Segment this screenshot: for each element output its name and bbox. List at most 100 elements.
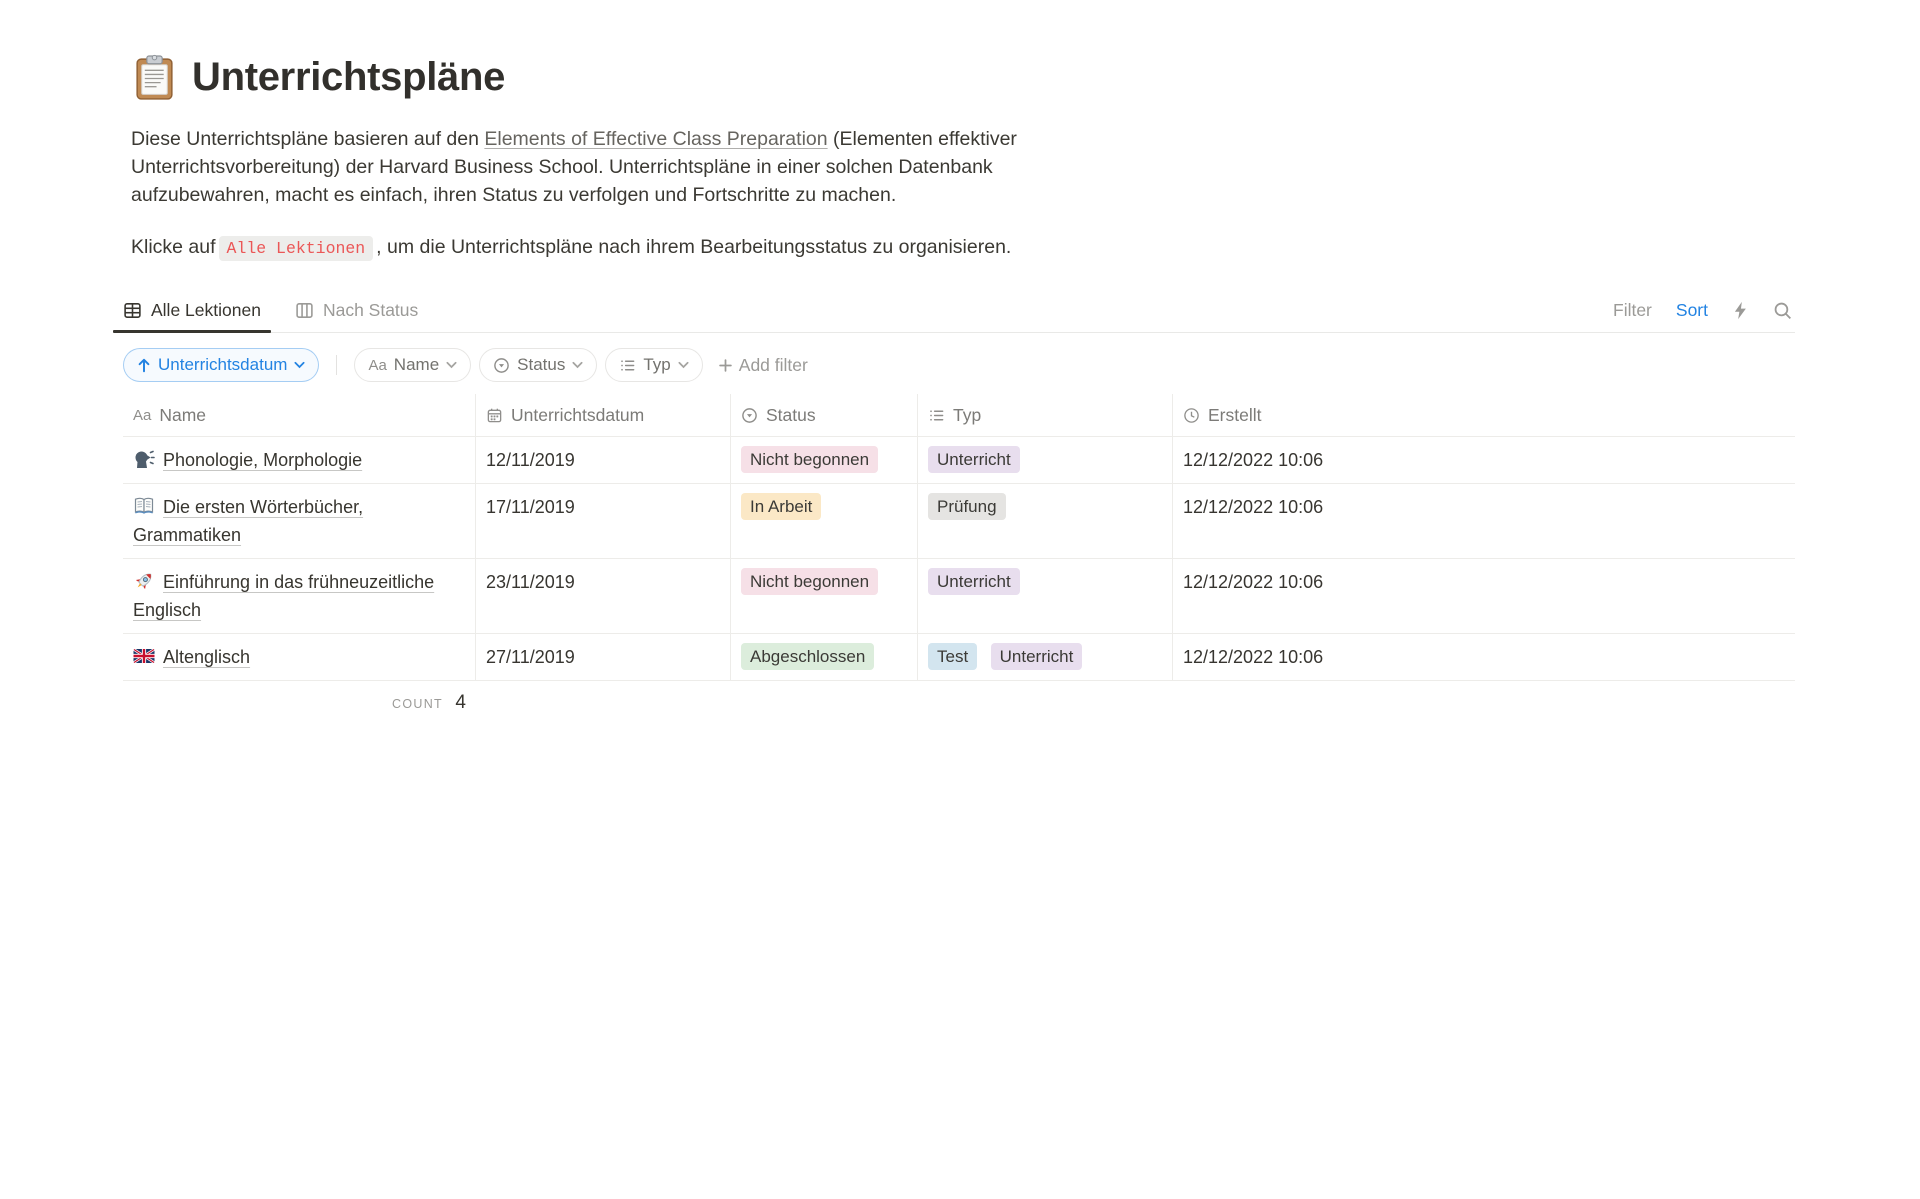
- created-cell[interactable]: 12/12/2022 10:06: [1183, 647, 1324, 667]
- board-view-icon: [295, 301, 314, 320]
- external-link[interactable]: Elements of Effective Class Preparation: [484, 128, 828, 150]
- clipboard-icon: [131, 54, 178, 101]
- status-icon: [493, 357, 510, 374]
- table-row: Phonologie, Morphologie 12/11/2019 Nicht…: [123, 437, 1795, 484]
- count-label: COUNT: [392, 697, 443, 711]
- typ-cell[interactable]: Unterricht: [918, 559, 1173, 633]
- date-cell[interactable]: 17/11/2019: [476, 484, 731, 558]
- divider: [336, 355, 338, 375]
- table-view-icon: [123, 301, 142, 320]
- table-row: Altenglisch 27/11/2019 Abgeschlossen Tes…: [123, 634, 1795, 681]
- created-cell[interactable]: 12/12/2022 10:06: [1183, 497, 1324, 517]
- count-value: 4: [455, 692, 466, 713]
- view-bar: Alle Lektionen Nach Status Filter Sort: [113, 289, 1795, 333]
- tab-nach-status[interactable]: Nach Status: [285, 289, 428, 332]
- page-name-cell[interactable]: Einführung in das frühneuzeitliche Engli…: [123, 559, 476, 633]
- column-header-status[interactable]: Status: [731, 394, 918, 436]
- column-label: Unterrichtsdatum: [511, 404, 645, 425]
- view-tabs: Alle Lektionen Nach Status: [113, 289, 428, 333]
- filter-chip-label: Typ: [643, 355, 671, 374]
- column-header-typ[interactable]: Typ: [918, 394, 1173, 436]
- list-icon: [928, 407, 945, 424]
- page-name-cell[interactable]: Phonologie, Morphologie: [123, 437, 476, 483]
- status-cell[interactable]: Nicht begonnen: [731, 559, 918, 633]
- column-header-unterrichtsdatum[interactable]: Unterrichtsdatum: [476, 394, 731, 436]
- typ-cell[interactable]: Prüfung: [918, 484, 1173, 558]
- chevron-down-icon: [678, 361, 689, 369]
- sort-chip-label: Unterrichtsdatum: [158, 355, 288, 374]
- page-link: Altenglisch: [163, 647, 251, 667]
- view-toolbar: Filter Sort: [1613, 289, 1793, 332]
- typ-cell[interactable]: Test Unterricht: [918, 634, 1173, 680]
- status-cell[interactable]: In Arbeit: [731, 484, 918, 558]
- table-row: Einführung in das frühneuzeitliche Engli…: [123, 559, 1795, 634]
- filter-chip-label: Status: [517, 355, 566, 374]
- arrow-up-icon: [137, 358, 151, 373]
- page-description: Diese Unterrichtspläne basieren auf den …: [123, 125, 1123, 209]
- chevron-down-icon: [446, 361, 457, 369]
- column-label: Erstellt: [1208, 404, 1262, 425]
- filter-chip-name[interactable]: Aa Name: [354, 348, 472, 382]
- typ-badge: Unterricht: [928, 446, 1020, 473]
- status-badge: Nicht begonnen: [741, 446, 879, 473]
- plus-icon: [718, 358, 732, 372]
- page-name-cell[interactable]: Altenglisch: [123, 634, 476, 680]
- page-hint: Klicke auf Alle Lektionen, um die Unterri…: [123, 236, 1795, 261]
- inline-code-chip: Alle Lektionen: [218, 236, 374, 261]
- search-icon[interactable]: [1773, 301, 1793, 321]
- hint-text: , um die Unterrichtspläne nach ihrem Bea…: [376, 236, 1012, 258]
- column-header-erstellt[interactable]: Erstellt: [1173, 394, 1795, 436]
- status-badge: Nicht begonnen: [741, 568, 879, 595]
- status-cell[interactable]: Abgeschlossen: [731, 634, 918, 680]
- sort-chip-unterrichtsdatum[interactable]: Unterrichtsdatum: [123, 348, 320, 382]
- aa-icon: Aa: [368, 356, 387, 374]
- filter-chip-typ[interactable]: Typ: [605, 348, 703, 382]
- chevron-down-icon: [294, 361, 305, 369]
- page-name-cell[interactable]: Die ersten Wörterbücher, Grammatiken: [123, 484, 476, 558]
- calendar-icon: [486, 407, 503, 424]
- page-title: Unterrichtspläne: [192, 55, 506, 99]
- column-label: Status: [766, 404, 816, 425]
- filter-chip-label: Name: [393, 355, 440, 374]
- table-header-row: Aa Name Unterrichtsdatum Status: [123, 394, 1795, 437]
- typ-badge: Prüfung: [928, 493, 1006, 520]
- typ-badge: Unterricht: [928, 568, 1020, 595]
- page-link: Die ersten Wörterbücher, Grammatiken: [133, 497, 364, 545]
- rocket-icon: [133, 570, 155, 592]
- open-book-icon: [133, 495, 155, 517]
- page-header: Unterrichtspläne: [123, 54, 1795, 101]
- page-link: Phonologie, Morphologie: [163, 450, 363, 470]
- database-table: Aa Name Unterrichtsdatum Status: [123, 394, 1795, 681]
- chevron-down-icon: [572, 361, 583, 369]
- lightning-icon[interactable]: [1732, 301, 1749, 320]
- status-cell[interactable]: Nicht begonnen: [731, 437, 918, 483]
- filter-button[interactable]: Filter: [1613, 300, 1652, 320]
- hint-text: Klicke auf: [131, 236, 216, 258]
- date-cell[interactable]: 27/11/2019: [476, 634, 731, 680]
- count-row[interactable]: COUNT 4: [123, 692, 476, 714]
- date-cell[interactable]: 12/11/2019: [476, 437, 731, 483]
- uk-flag-icon: [133, 645, 155, 667]
- typ-cell[interactable]: Unterricht: [918, 437, 1173, 483]
- status-icon: [741, 407, 758, 424]
- add-filter-button[interactable]: Add filter: [718, 354, 808, 376]
- created-cell[interactable]: 12/12/2022 10:06: [1183, 572, 1324, 592]
- table-row: Die ersten Wörterbücher, Grammatiken 17/…: [123, 484, 1795, 559]
- typ-badge: Unterricht: [990, 643, 1083, 670]
- page-link: Einführung in das frühneuzeitliche Engli…: [133, 572, 435, 620]
- list-icon: [619, 357, 636, 374]
- tab-alle-lektionen[interactable]: Alle Lektionen: [113, 289, 271, 333]
- add-filter-label: Add filter: [738, 354, 808, 375]
- date-cell[interactable]: 23/11/2019: [476, 559, 731, 633]
- sort-button[interactable]: Sort: [1675, 300, 1708, 320]
- typ-badge: Test: [928, 643, 978, 670]
- status-badge: In Arbeit: [741, 493, 822, 520]
- aa-icon: Aa: [133, 406, 152, 424]
- created-cell[interactable]: 12/12/2022 10:06: [1183, 450, 1324, 470]
- column-header-name[interactable]: Aa Name: [123, 394, 476, 436]
- filter-chip-status[interactable]: Status: [479, 348, 598, 382]
- speaking-head-icon: [133, 448, 155, 470]
- description-text: Diese Unterrichtspläne basieren auf den: [131, 128, 485, 150]
- page: Unterrichtspläne Diese Unterrichtspläne …: [113, 54, 1795, 714]
- tab-label: Alle Lektionen: [151, 300, 261, 320]
